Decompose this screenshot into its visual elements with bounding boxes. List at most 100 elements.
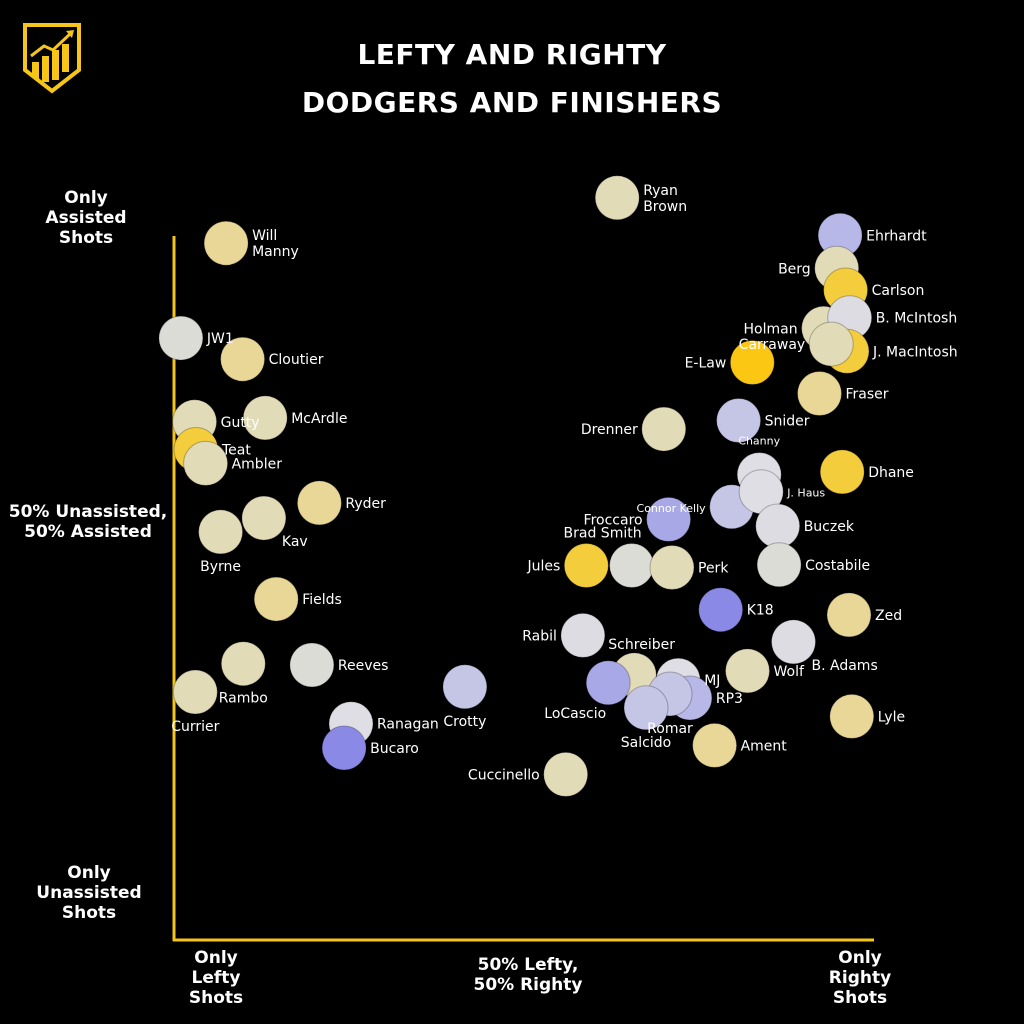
data-point-ambler xyxy=(183,440,229,486)
data-label-gutty: Gutty xyxy=(221,415,260,431)
data-label-buczek: Buczek xyxy=(804,519,855,535)
y-axis-bottom-label: Only Unassisted Shots xyxy=(28,863,150,923)
data-label-romar: Romar xyxy=(647,721,693,737)
x-axis-middle-label-line: 50% Righty xyxy=(473,975,583,995)
x-axis-middle-label-line: 50% Lefty, xyxy=(477,955,579,975)
data-label-costabile: Costabile xyxy=(805,558,870,574)
data-point-k18 xyxy=(698,587,744,633)
data-point-currier xyxy=(172,669,218,715)
data-label-b-adams: B. Adams xyxy=(812,658,878,674)
data-label-bucaro: Bucaro xyxy=(370,741,419,757)
data-label-zed: Zed xyxy=(875,608,902,624)
data-point-buczek xyxy=(755,503,801,549)
x-axis-left-label-line: Shots xyxy=(188,988,244,1008)
data-label-fields: Fields xyxy=(302,592,342,608)
data-label-mj: MJ xyxy=(704,673,720,689)
data-label-j-macintosh: J. MacIntosh xyxy=(872,344,958,360)
data-label-b-mcintosh: B. McIntosh xyxy=(876,311,958,327)
data-label-connor-kelly: Connor Kelly xyxy=(637,502,707,515)
data-point-crotty xyxy=(442,664,488,710)
data-label-channy: Channy xyxy=(738,435,780,448)
x-axis-middle-label: 50% Lefty, 50% Righty xyxy=(448,955,608,995)
data-label-salcido: Salcido xyxy=(621,735,671,751)
data-point-salcido xyxy=(623,685,669,731)
data-point-snider xyxy=(716,398,762,443)
data-point-froccaro xyxy=(646,496,692,542)
logo xyxy=(22,22,82,94)
y-axis-middle-label-line: 50% Assisted xyxy=(24,522,152,542)
data-label-dhane: Dhane xyxy=(868,465,914,481)
data-label-byrne: Byrne xyxy=(200,559,241,575)
data-point-wolf xyxy=(725,648,770,694)
y-axis-top-label-line: Only xyxy=(64,188,108,208)
data-point-drenner xyxy=(641,406,687,452)
data-label-mcardle: McArdle xyxy=(291,411,347,427)
data-label-locascio: LoCascio xyxy=(544,706,606,722)
data-label-e-law: E-Law xyxy=(685,356,727,372)
data-label-rabil: Rabil xyxy=(522,628,557,644)
data-label-snider: Snider xyxy=(765,414,810,430)
data-points xyxy=(158,175,875,797)
data-label-schreiber: Schreiber xyxy=(608,637,675,653)
y-axis-top-label-line: Shots xyxy=(58,228,114,248)
y-axis-bottom-label-line: Unassisted xyxy=(36,883,142,903)
data-label-ament: Ament xyxy=(741,738,788,754)
data-point-locascio xyxy=(585,660,631,706)
data-point-ryan-brown xyxy=(594,175,640,221)
data-label-rp3: RP3 xyxy=(716,691,743,707)
y-axis-middle-label-line: 50% Unassisted, xyxy=(8,502,168,522)
data-point-will-manny xyxy=(203,220,249,266)
data-point-bucaro xyxy=(321,725,367,771)
x-axis-right-label: Only Righty Shots xyxy=(806,948,914,1008)
data-point-brad-smith xyxy=(609,543,655,588)
data-label-drenner: Drenner xyxy=(581,422,638,438)
data-point-ryder xyxy=(296,480,342,526)
y-axis-top-label-line: Assisted xyxy=(45,208,127,228)
data-point-rabil xyxy=(560,612,606,658)
data-label-teat: Teat xyxy=(221,443,251,459)
data-point-cloutier xyxy=(220,336,266,382)
data-point-byrne xyxy=(198,509,244,555)
x-axis-right-label-line: Only xyxy=(838,948,882,968)
data-point-rambo xyxy=(220,641,266,687)
data-label-rambo: Rambo xyxy=(219,691,268,707)
data-label-ranagan: Ranagan xyxy=(377,717,439,733)
rising-chart-bars-icon xyxy=(23,23,81,94)
data-label-carraway: Carraway xyxy=(739,337,806,353)
data-labels: Ryan Brown Will Manny Ehrhardt Berg Carlson Hol… xyxy=(171,183,957,784)
x-axis-left-label-line: Only xyxy=(194,948,238,968)
data-point-b-adams xyxy=(771,619,816,665)
data-point-fraser xyxy=(797,371,842,416)
data-label-will-manny: Will Manny xyxy=(252,228,299,260)
data-label-currier: Currier xyxy=(171,719,219,735)
x-axis-left-label: Only Lefty Shots xyxy=(166,948,266,1008)
data-point-jw1 xyxy=(158,315,204,361)
data-label-holman: Holman xyxy=(744,321,798,337)
data-point-kav xyxy=(241,495,287,541)
data-label-crotty: Crotty xyxy=(443,714,486,730)
data-point-lyle xyxy=(829,693,875,739)
x-axis-right-label-line: Righty xyxy=(828,968,892,988)
data-label-carlson: Carlson xyxy=(872,283,925,299)
data-point-perk xyxy=(649,545,695,590)
data-point-mcardle xyxy=(242,395,288,441)
x-axis-right-label-line: Shots xyxy=(832,988,888,1008)
data-label-brad-smith: Brad Smith xyxy=(564,526,642,542)
data-label-reeves: Reeves xyxy=(338,658,389,674)
data-point-cuccinello xyxy=(543,751,589,797)
y-axis-bottom-label-line: Only xyxy=(67,863,111,883)
data-label-jw1: JW1 xyxy=(206,331,234,347)
data-point-fields xyxy=(253,576,299,622)
data-label-ehrhardt: Ehrhardt xyxy=(866,228,927,244)
data-point-jules xyxy=(563,543,609,588)
data-point-e-law xyxy=(729,340,775,385)
y-axis-top-label: Only Assisted Shots xyxy=(38,188,134,248)
y-axis-bottom-label-line: Shots xyxy=(61,903,117,923)
chart-title-line-2: DODGERS AND FINISHERS xyxy=(301,86,723,119)
data-point-reeves xyxy=(289,642,335,688)
data-label-cloutier: Cloutier xyxy=(269,352,324,368)
data-label-ryan-brown: Ryan Brown xyxy=(643,183,687,215)
data-label-ryder: Ryder xyxy=(345,496,386,512)
x-axis-left-label-line: Lefty xyxy=(191,968,241,988)
